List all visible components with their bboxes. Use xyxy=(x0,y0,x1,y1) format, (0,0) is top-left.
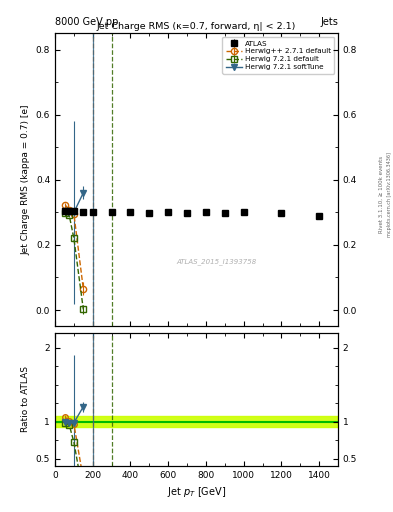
Text: 8000 GeV pp: 8000 GeV pp xyxy=(55,16,118,27)
X-axis label: Jet $p_T$ [GeV]: Jet $p_T$ [GeV] xyxy=(167,485,226,499)
Y-axis label: Jet Charge RMS (kappa = 0.7) [e]: Jet Charge RMS (kappa = 0.7) [e] xyxy=(21,104,30,255)
Text: Rivet 3.1.10, ≥ 100k events: Rivet 3.1.10, ≥ 100k events xyxy=(379,156,384,233)
Y-axis label: Ratio to ATLAS: Ratio to ATLAS xyxy=(21,366,30,432)
Text: Jets: Jets xyxy=(320,16,338,27)
Title: Jet Charge RMS (κ=0.7, forward, η| < 2.1): Jet Charge RMS (κ=0.7, forward, η| < 2.1… xyxy=(97,22,296,31)
Bar xyxy=(55,416,338,426)
Text: ATLAS_2015_I1393758: ATLAS_2015_I1393758 xyxy=(176,259,256,265)
Text: mcplots.cern.ch [arXiv:1306.3436]: mcplots.cern.ch [arXiv:1306.3436] xyxy=(387,152,391,237)
Legend: ATLAS, Herwig++ 2.7.1 default, Herwig 7.2.1 default, Herwig 7.2.1 softTune: ATLAS, Herwig++ 2.7.1 default, Herwig 7.… xyxy=(222,37,334,74)
